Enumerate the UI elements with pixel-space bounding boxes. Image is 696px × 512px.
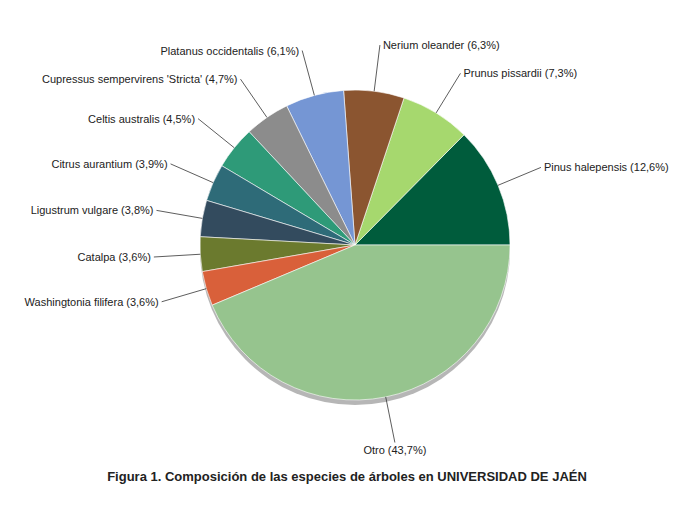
label-category: Citrus aurantium (51, 158, 132, 170)
leader-line (241, 79, 267, 117)
data-label: Citrus aurantium(3,9%) (51, 158, 167, 170)
data-label: Nerium oleander(6,3%) (383, 39, 500, 51)
data-label: Cupressus sempervirens 'Stricta'(4,7%) (42, 73, 238, 85)
label-category: Platanus occidentalis (160, 45, 264, 57)
leader-line (162, 289, 207, 302)
label-value: (43,7%) (388, 444, 427, 456)
data-label: Washingtonia filifera(3,6%) (25, 296, 159, 308)
leader-line (436, 73, 460, 113)
leader-line (171, 164, 214, 183)
label-value: (3,9%) (135, 158, 167, 170)
chart-title: Figura 1. Composición de las especies de… (107, 469, 587, 484)
data-label: Celtis australis(4,5%) (88, 113, 195, 125)
label-value: (4,7%) (205, 73, 237, 85)
leader-line (302, 51, 314, 96)
leader-line (374, 45, 380, 91)
label-category: Otro (363, 444, 384, 456)
leader-line (154, 254, 200, 257)
data-label: Pinus halepensis(12,6%) (544, 161, 669, 173)
label-category: Pinus halepensis (544, 161, 628, 173)
leader-line (386, 397, 395, 443)
data-label: Otro (43,7%) (363, 444, 426, 456)
leader-line (198, 119, 234, 148)
data-label: Platanus occidentalis(6,1%) (160, 45, 299, 57)
label-category: Washingtonia filifera (25, 296, 125, 308)
label-category: Cupressus sempervirens 'Stricta' (42, 73, 202, 85)
label-value: (3,6%) (126, 296, 158, 308)
label-category: Ligustrum vulgare (31, 204, 118, 216)
leader-line (498, 167, 541, 185)
label-category: Prunus pissardii (463, 67, 541, 79)
label-value: (3,8%) (121, 204, 153, 216)
label-value: (4,5%) (163, 113, 195, 125)
labels: Pinus halepensis(12,6%) Prunus pissardii (… (25, 39, 669, 455)
label-category: Celtis australis (88, 113, 160, 125)
label-value: (6,3%) (467, 39, 499, 51)
label-category: Catalpa (78, 251, 117, 263)
label-category: Nerium oleander (383, 39, 465, 51)
chart: Pinus halepensis(12,6%) Prunus pissardii (… (0, 0, 696, 512)
data-label: Ligustrum vulgare(3,8%) (31, 204, 154, 216)
slices (200, 90, 510, 400)
pie-slice (212, 245, 510, 400)
data-label: Prunus pissardii (7,3%) (463, 67, 577, 79)
leader-line (156, 210, 202, 218)
label-value: (7,3%) (545, 67, 577, 79)
label-value: (6,1%) (267, 45, 299, 57)
data-label: Catalpa(3,6%) (78, 251, 151, 263)
label-value: (12,6%) (630, 161, 669, 173)
label-value: (3,6%) (118, 251, 150, 263)
